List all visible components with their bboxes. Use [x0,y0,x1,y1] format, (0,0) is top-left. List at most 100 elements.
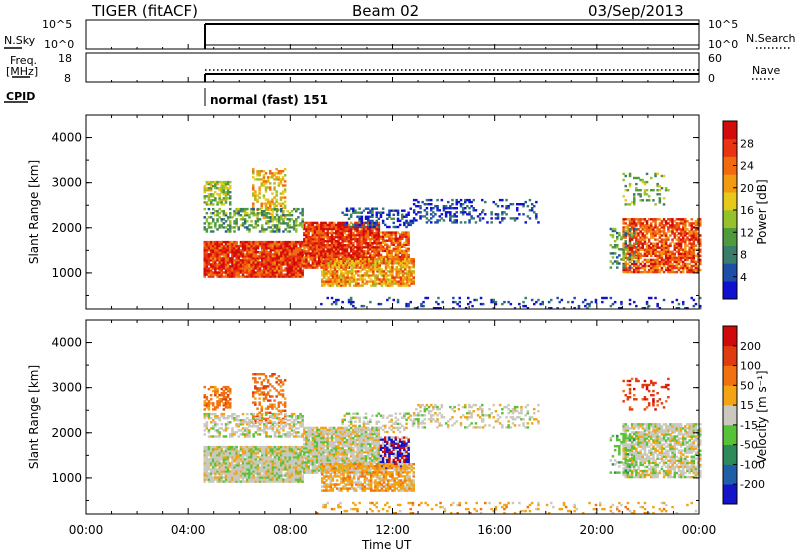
heatmap-cell [248,257,251,260]
heatmap-cell [658,307,662,310]
heatmap-cell [231,476,234,479]
heatmap-cell [647,270,651,274]
heatmap-cell [639,224,642,227]
heatmap-cell [622,232,625,235]
heatmap-cell [407,233,410,236]
heatmap-cell [282,452,285,455]
freq-unit-label: [MHz] [6,65,39,78]
heatmap-cell [224,452,228,455]
heatmap-cell [682,224,685,227]
heatmap-cell [354,246,357,249]
heatmap-cell [320,256,323,259]
heatmap-cell [239,263,243,266]
heatmap-cell [252,449,255,453]
heatmap-cell [313,242,317,245]
heatmap-cell [273,452,277,455]
heatmap-cell [309,252,312,255]
heatmap-cell [686,258,689,262]
heatmap-cell [243,218,247,221]
heatmap-cell [263,242,266,246]
heatmap-cell [427,198,431,202]
heatmap-cell [229,470,232,473]
heatmap-cell [360,244,364,247]
heatmap-cell [269,244,272,248]
heatmap-cell [239,468,243,471]
heatmap-cell [392,247,395,250]
heatmap-cell [311,266,315,269]
heatmap-cell [423,215,427,218]
heatmap-cell [501,217,504,220]
heatmap-cell [343,246,346,249]
heatmap-cell [212,447,215,451]
heatmap-cell [335,298,338,302]
heatmap-cell [288,449,292,453]
heatmap-cell [273,478,277,481]
heatmap-cell [394,237,398,240]
heatmap-cell [688,252,691,255]
heatmap-cell [339,248,342,251]
heatmap-cell [229,195,232,198]
heatmap-cell [425,221,429,224]
heatmap-cell [356,256,359,259]
heatmap-cell [229,480,232,483]
heatmap-cell [355,272,358,275]
heatmap-cell [254,244,258,248]
y-tick-label: 1000 [51,266,82,280]
heatmap-cell [375,227,378,231]
heatmap-cell [690,256,693,260]
heatmap-cell [243,460,247,463]
heatmap-cell [396,225,400,229]
heatmap-cell [273,273,277,276]
heatmap-cell [373,242,376,245]
heatmap-cell [243,470,247,473]
heatmap-cell [218,466,221,469]
heatmap-cell [258,212,262,215]
heatmap-cell [340,284,343,287]
heatmap-cell [641,224,644,227]
heatmap-cell [229,201,232,204]
heatmap-cell [203,267,206,270]
heatmap-cell [684,250,687,253]
heatmap-cell [284,454,287,457]
heatmap-cell [660,242,664,245]
heatmap-cell [301,261,304,264]
heatmap-cell [684,307,687,310]
heatmap-cell [647,252,651,255]
heatmap-cell [647,230,651,233]
heatmap-cell [288,212,292,215]
heatmap-cell [647,218,651,221]
heatmap-cell [258,242,262,246]
heatmap-cell [284,259,287,262]
heatmap-cell [297,269,300,272]
heatmap-cell [307,256,310,259]
heatmap-cell [273,196,276,199]
heatmap-cell [437,296,440,300]
heatmap-cell [679,256,683,260]
heatmap-cell [690,244,693,247]
heatmap-cell [233,456,236,459]
heatmap-cell [696,268,700,272]
heatmap-cell [325,264,328,267]
heatmap-cell [241,244,245,248]
heatmap-cell [633,250,636,253]
heatmap-cell [222,187,226,190]
heatmap-cell [264,190,268,193]
heatmap-cell [699,250,702,253]
heatmap-cell [243,452,247,455]
heatmap-cell [367,262,371,265]
heatmap-cell [309,242,312,245]
heatmap-cell [650,218,653,221]
heatmap-cell [220,474,223,477]
heatmap-cell [330,240,334,243]
heatmap-cell [333,270,337,273]
freq-tick-top: 18 [58,52,72,65]
heatmap-cell [481,209,485,212]
heatmap-cell [229,224,232,227]
heatmap-cell [401,264,405,267]
heatmap-cell [254,273,258,276]
heatmap-cell [325,266,328,269]
heatmap-cell [331,262,335,265]
heatmap-cell [250,452,253,455]
heatmap-cell [237,472,240,475]
heatmap-cell [397,284,401,287]
